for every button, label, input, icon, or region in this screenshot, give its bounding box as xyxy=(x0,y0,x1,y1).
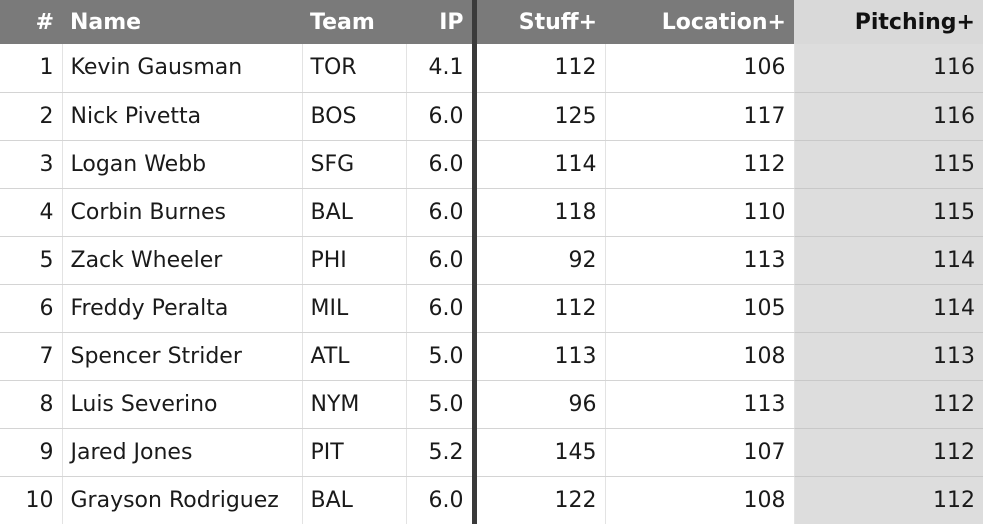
pitching-plus-cell: 112 xyxy=(794,428,983,477)
column-header-stuff-plus[interactable]: Stuff+ xyxy=(474,0,605,44)
pitcher-name-cell: Logan Webb xyxy=(62,140,303,189)
pitching-plus-cell: 114 xyxy=(794,284,983,333)
rank-cell: 9 xyxy=(0,428,63,477)
table-row[interactable]: 1 Kevin Gausman TOR 4.1 112 106 116 xyxy=(0,44,983,93)
team-cell: MIL xyxy=(302,284,407,333)
pitcher-name-cell: Jared Jones xyxy=(62,428,303,477)
location-plus-cell: 113 xyxy=(605,236,795,285)
team-cell: ATL xyxy=(302,332,407,381)
table-row[interactable]: 3 Logan Webb SFG 6.0 114 112 115 xyxy=(0,140,983,189)
location-plus-cell: 107 xyxy=(605,428,795,477)
stuff-plus-cell: 112 xyxy=(474,44,606,93)
pitching-plus-cell: 115 xyxy=(794,140,983,189)
innings-pitched-cell: 6.0 xyxy=(406,476,477,524)
rank-cell: 10 xyxy=(0,476,63,524)
innings-pitched-cell: 6.0 xyxy=(406,140,477,189)
stuff-plus-cell: 112 xyxy=(474,284,606,333)
column-header-rank[interactable]: # xyxy=(0,0,62,44)
table-row[interactable]: 7 Spencer Strider ATL 5.0 113 108 113 xyxy=(0,332,983,381)
location-plus-cell: 108 xyxy=(605,476,795,524)
innings-pitched-cell: 6.0 xyxy=(406,236,477,285)
table-row[interactable]: 6 Freddy Peralta MIL 6.0 112 105 114 xyxy=(0,284,983,333)
column-header-ip[interactable]: IP xyxy=(406,0,477,44)
team-cell: BOS xyxy=(302,92,407,141)
pitching-plus-cell: 116 xyxy=(794,92,983,141)
pitching-plus-cell: 114 xyxy=(794,236,983,285)
table-row[interactable]: 4 Corbin Burnes BAL 6.0 118 110 115 xyxy=(0,188,983,237)
column-header-pitching-plus[interactable]: Pitching+ xyxy=(794,0,983,44)
innings-pitched-cell: 5.2 xyxy=(406,428,477,477)
team-cell: SFG xyxy=(302,140,407,189)
rank-cell: 5 xyxy=(0,236,63,285)
location-plus-cell: 110 xyxy=(605,188,795,237)
pitcher-name-cell: Kevin Gausman xyxy=(62,44,303,93)
stuff-plus-cell: 145 xyxy=(474,428,606,477)
innings-pitched-cell: 6.0 xyxy=(406,188,477,237)
rank-cell: 2 xyxy=(0,92,63,141)
location-plus-cell: 105 xyxy=(605,284,795,333)
column-header-name[interactable]: Name xyxy=(62,0,302,44)
location-plus-cell: 106 xyxy=(605,44,795,93)
stuff-plus-cell: 96 xyxy=(474,380,606,429)
stuff-plus-cell: 118 xyxy=(474,188,606,237)
table-row[interactable]: 8 Luis Severino NYM 5.0 96 113 112 xyxy=(0,380,983,429)
team-cell: PHI xyxy=(302,236,407,285)
innings-pitched-cell: 6.0 xyxy=(406,284,477,333)
stuff-plus-cell: 125 xyxy=(474,92,606,141)
team-cell: BAL xyxy=(302,476,407,524)
team-cell: NYM xyxy=(302,380,407,429)
table-row[interactable]: 5 Zack Wheeler PHI 6.0 92 113 114 xyxy=(0,236,983,285)
column-header-location-plus[interactable]: Location+ xyxy=(605,0,794,44)
rank-cell: 1 xyxy=(0,44,63,93)
pitcher-name-cell: Nick Pivetta xyxy=(62,92,303,141)
table-header: # Name Team IP Stuff+ Location+ Pitching… xyxy=(0,0,983,44)
innings-pitched-cell: 6.0 xyxy=(406,92,477,141)
pitching-plus-cell: 112 xyxy=(794,476,983,524)
pitcher-name-cell: Zack Wheeler xyxy=(62,236,303,285)
stuff-plus-cell: 113 xyxy=(474,332,606,381)
pitcher-name-cell: Freddy Peralta xyxy=(62,284,303,333)
location-plus-cell: 117 xyxy=(605,92,795,141)
rank-cell: 6 xyxy=(0,284,63,333)
table-body: 1 Kevin Gausman TOR 4.1 112 106 116 2 Ni… xyxy=(0,44,983,524)
pitching-plus-cell: 116 xyxy=(794,44,983,93)
rank-cell: 4 xyxy=(0,188,63,237)
table-row[interactable]: 9 Jared Jones PIT 5.2 145 107 112 xyxy=(0,428,983,477)
table-row[interactable]: 10 Grayson Rodriguez BAL 6.0 122 108 112 xyxy=(0,476,983,524)
pitcher-name-cell: Corbin Burnes xyxy=(62,188,303,237)
team-cell: PIT xyxy=(302,428,407,477)
pitcher-name-cell: Spencer Strider xyxy=(62,332,303,381)
rank-cell: 3 xyxy=(0,140,63,189)
location-plus-cell: 108 xyxy=(605,332,795,381)
pitching-plus-cell: 112 xyxy=(794,380,983,429)
team-cell: TOR xyxy=(302,44,407,93)
innings-pitched-cell: 5.0 xyxy=(406,380,477,429)
stuff-plus-cell: 92 xyxy=(474,236,606,285)
table-row[interactable]: 2 Nick Pivetta BOS 6.0 125 117 116 xyxy=(0,92,983,141)
stuff-plus-cell: 114 xyxy=(474,140,606,189)
team-cell: BAL xyxy=(302,188,407,237)
innings-pitched-cell: 4.1 xyxy=(406,44,477,93)
stuff-plus-cell: 122 xyxy=(474,476,606,524)
column-header-team[interactable]: Team xyxy=(302,0,406,44)
location-plus-cell: 112 xyxy=(605,140,795,189)
rank-cell: 8 xyxy=(0,380,63,429)
pitcher-name-cell: Luis Severino xyxy=(62,380,303,429)
rank-cell: 7 xyxy=(0,332,63,381)
header-row: # Name Team IP Stuff+ Location+ Pitching… xyxy=(0,0,983,44)
pitcher-name-cell: Grayson Rodriguez xyxy=(62,476,303,524)
location-plus-cell: 113 xyxy=(605,380,795,429)
innings-pitched-cell: 5.0 xyxy=(406,332,477,381)
pitching-plus-cell: 113 xyxy=(794,332,983,381)
pitching-plus-cell: 115 xyxy=(794,188,983,237)
